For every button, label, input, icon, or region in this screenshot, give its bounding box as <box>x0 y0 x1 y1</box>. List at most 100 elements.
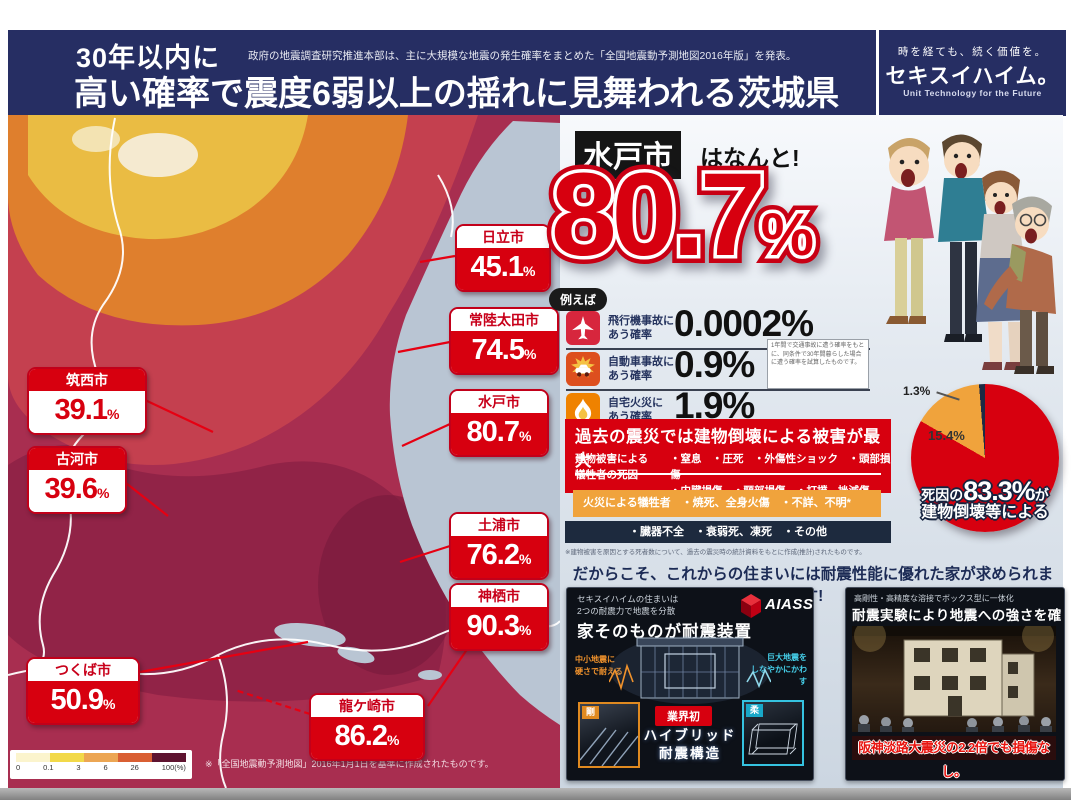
comparison-value: 0.0002% <box>674 303 814 344</box>
map-footnote: ※「全国地震動予測地図」2016年1月1日を基準に作成されたものです。 <box>205 759 494 769</box>
brand-tagline: 時を経ても、続く価値を。 <box>897 46 1048 58</box>
damage-footnote: ※建物被害を原因とする死者数について、過去の震災時の統計資料をもとに作成(推計)… <box>565 549 866 556</box>
damage-title: 過去の震災では建物倒壊による被害が最大 <box>575 423 881 475</box>
product-left-title: 家そのものが耐震装置 <box>577 623 752 641</box>
big-percent: 80.7% <box>551 149 815 281</box>
city-name: 水戸市 <box>451 391 547 413</box>
floor-panel-image <box>580 727 638 766</box>
map-legend: 0 0.1 3 6 26 100(%) <box>10 750 192 779</box>
map-label-tsuchiura: 土浦市 76.2% <box>449 512 549 580</box>
big-percent-outline: 80.7% <box>543 148 822 282</box>
unit-frame-image <box>748 723 798 755</box>
other-causes-row: ・臓器不全 ・衰弱死、凍死 ・その他 <box>565 521 891 543</box>
city-value: 86.2 <box>334 720 388 752</box>
thumbnail-rigid-structure: 剛 <box>578 702 640 768</box>
map-label-tsukuba: つくば市 50.9% <box>26 657 140 725</box>
city-value: 90.3 <box>466 610 520 642</box>
hybrid-structure-label: ハイブリッド 耐震構造 <box>643 728 737 762</box>
brand-logo: セキスイハイム。 <box>885 65 1060 88</box>
city-name: つくば市 <box>28 659 138 681</box>
legend-tick: 100(%) <box>161 763 186 772</box>
city-unit: % <box>523 263 536 279</box>
legend-gradient-bar <box>16 753 186 762</box>
house-wireframe-illustration <box>609 636 771 704</box>
brand-logo-block: 時を経ても、続く価値を。 セキスイハイム。 Unit Technology fo… <box>876 30 1066 116</box>
city-unit: % <box>519 622 532 638</box>
shake-test-photo-svg <box>852 626 1056 732</box>
legend-tick: 3 <box>76 763 81 772</box>
shocked-family-illustration <box>884 134 1056 374</box>
city-name: 土浦市 <box>451 514 547 536</box>
city-value: 74.5 <box>471 334 525 366</box>
legend-ticks: 0 0.1 3 6 26 100(%) <box>16 763 186 772</box>
city-unit: % <box>519 428 532 444</box>
comparison-row-car: 自動車事故に あう確率 0.9% <box>566 344 870 391</box>
car-probability-footnote: 1年間で交通事故に遭う確率をもとに、同条件で30年間暮らした場合に遭う確率を試算… <box>767 339 869 389</box>
city-name: 日立市 <box>457 226 549 248</box>
product-left-caption-left: 中小地震に 硬さで耐える <box>575 655 623 676</box>
pie-chart <box>911 384 1059 532</box>
city-name: 筑西市 <box>29 369 145 391</box>
header-subtitle: 政府の地震調査研究推進本部は、主に大規模な地震の発生確率をまとめた「全国地震動予… <box>248 50 797 62</box>
city-value: 39.1 <box>54 394 108 426</box>
header-line2: 高い確率で震度6弱以上の揺れに見舞われる茨城県 <box>74 75 840 113</box>
big-percent-stroke: 80.7% <box>548 149 818 281</box>
city-unit: % <box>519 551 532 567</box>
damage-items-line1: ・窒息 ・圧死 ・外傷性ショック ・頭部損傷 <box>670 453 891 481</box>
product-box-test: 高剛性・高精度な溶接でボックス型に一体化 耐震実験により地震への強さを確認 <box>845 587 1065 781</box>
test-result-band: 阪神淡路大震災の2.2倍でも損傷なし。 <box>852 736 1056 779</box>
aiass-logo: AIASS <box>739 593 813 618</box>
product-right-small-text: 高剛性・高精度な溶接でボックス型に一体化 <box>854 594 1014 603</box>
map-label-mito: 水戸市 80.7% <box>449 389 549 457</box>
comparison-value: 0.9% <box>674 344 755 385</box>
header-band: 30年以内に 政府の地震調査研究推進本部は、主に大規模な地震の発生確率をまとめた… <box>8 30 1066 116</box>
mito-city-box: 水戸市 <box>575 131 681 179</box>
comparison-row-airplane: 飛行機事故に あう確率 0.0002% <box>566 303 870 350</box>
map-label-koga: 古河市 39.6% <box>27 446 127 514</box>
product-left-caption-right: 巨大地震を しなやかにかわす <box>751 653 807 686</box>
product-box-aiass: セキスイハイムの住まいは 2つの耐震力で地震を分散 家そのものが耐震装置 AIA… <box>566 587 814 781</box>
mito-suffix: はなんと! <box>700 145 800 171</box>
map-label-ryugasaki: 龍ケ崎市 86.2% <box>309 693 425 761</box>
city-name: 龍ケ崎市 <box>311 695 423 717</box>
legend-tick: 0.1 <box>43 763 54 772</box>
brand-slogan: Unit Technology for the Future <box>903 88 1042 98</box>
city-value: 50.9 <box>50 684 104 716</box>
city-unit: % <box>103 696 116 712</box>
shake-test-photo <box>852 626 1056 732</box>
city-unit: % <box>97 485 110 501</box>
city-unit: % <box>524 346 537 362</box>
fire-victims-row: 火災による犠牲者 ・焼死、全身火傷 ・不詳、不明* <box>573 490 881 517</box>
city-unit: % <box>387 732 400 748</box>
thumbnail-tag: 剛 <box>582 706 600 719</box>
city-name: 神栖市 <box>451 585 547 607</box>
airplane-icon <box>566 311 600 345</box>
aiass-logo-text: AIASS <box>765 596 814 613</box>
map-label-hitachiota: 常陸太田市 74.5% <box>449 307 559 375</box>
city-value: 45.1 <box>470 251 524 283</box>
damage-box: 過去の震災では建物倒壊による被害が最大 建物被害による 犠牲者の死因 ・窒息 ・… <box>565 419 891 497</box>
legend-tick: 26 <box>130 763 139 772</box>
pie-caption: 死因の83.3%が 建物倒壊等による <box>921 476 1049 522</box>
map-label-hitachi: 日立市 45.1% <box>455 224 551 292</box>
legend-tick: 6 <box>103 763 108 772</box>
product-left-small-text: セキスイハイムの住まいは 2つの耐震力で地震を分散 <box>577 594 679 616</box>
city-unit: % <box>107 406 120 422</box>
map-label-chikusei: 筑西市 39.1% <box>27 367 147 435</box>
city-name: 古河市 <box>29 448 125 470</box>
leader-lines <box>121 254 469 716</box>
thumbnail-tag: 柔 <box>746 704 764 717</box>
industry-first-badge: 業界初 <box>655 706 712 726</box>
pie-label-other: 1.3% <box>903 384 931 398</box>
legend-tick: 0 <box>16 763 21 772</box>
comparison-label: 飛行機事故に あう確率 <box>608 315 674 342</box>
pie-label-fire: 15.4% <box>928 428 965 443</box>
bottom-gray-strip <box>0 788 1071 800</box>
car-crash-icon <box>566 352 600 386</box>
city-value: 39.6 <box>44 473 98 505</box>
example-badge: 例えば <box>549 288 608 311</box>
thumbnail-flexible-structure: 柔 <box>742 700 804 766</box>
damage-row-label: 建物被害による 犠牲者の死因 <box>575 453 649 481</box>
comparison-label: 自動車事故に あう確率 <box>608 356 674 383</box>
